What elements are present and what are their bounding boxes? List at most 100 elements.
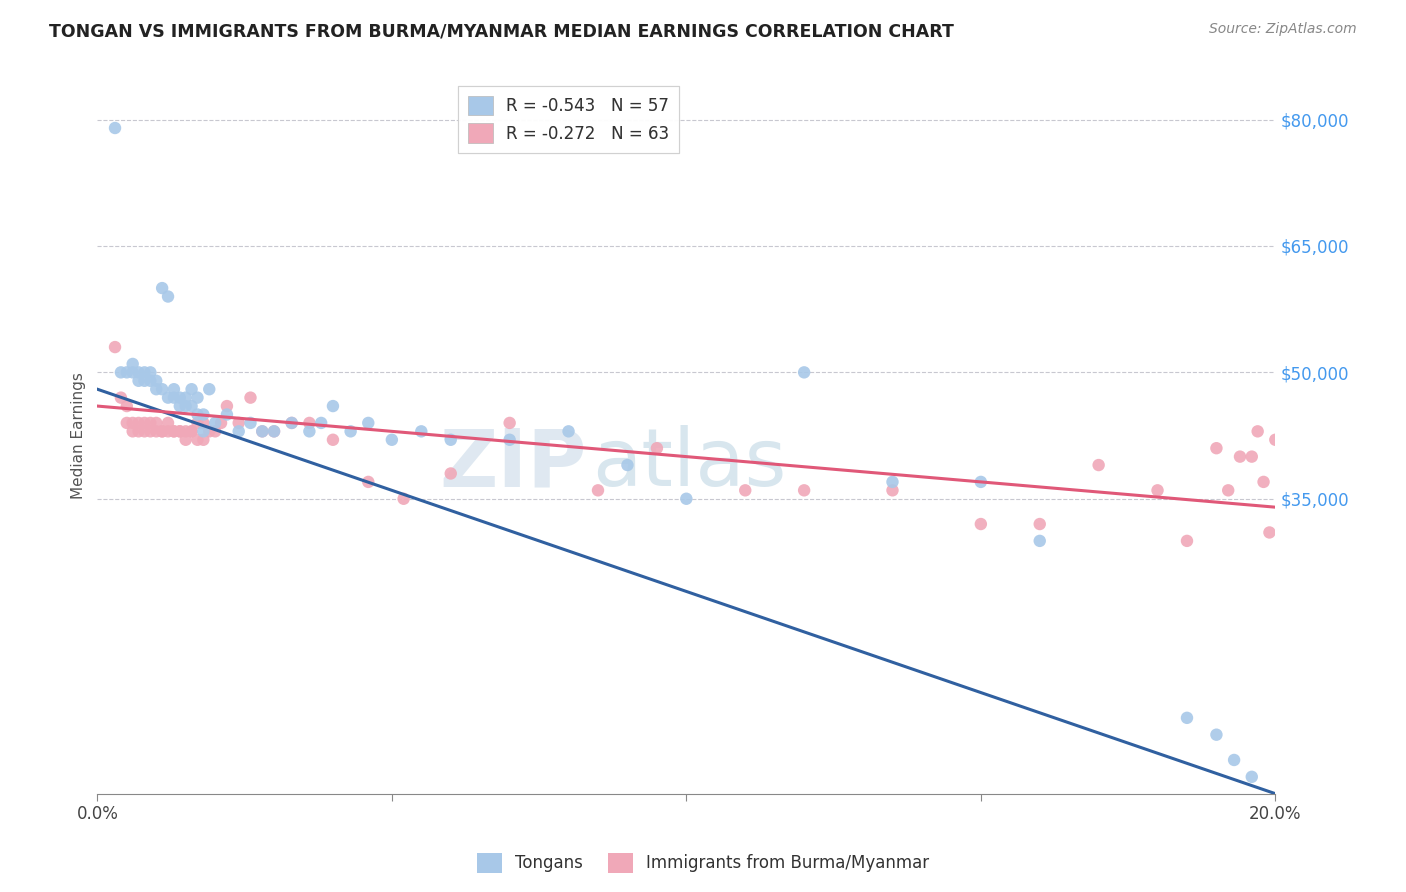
Point xyxy=(322,399,344,413)
Point xyxy=(198,382,221,396)
Text: TONGAN VS IMMIGRANTS FROM BURMA/MYANMAR MEDIAN EARNINGS CORRELATION CHART: TONGAN VS IMMIGRANTS FROM BURMA/MYANMAR … xyxy=(49,22,955,40)
Point xyxy=(228,416,250,430)
Point xyxy=(440,433,463,447)
Text: ZIP: ZIP xyxy=(439,425,586,503)
Point xyxy=(1218,483,1240,498)
Point xyxy=(215,408,238,422)
Point xyxy=(174,425,197,439)
Point xyxy=(1264,433,1286,447)
Point xyxy=(734,483,756,498)
Point xyxy=(322,433,344,447)
Point xyxy=(193,416,215,430)
Point xyxy=(145,382,167,396)
Point xyxy=(163,382,186,396)
Point xyxy=(239,416,262,430)
Point xyxy=(1240,770,1263,784)
Point xyxy=(128,365,150,379)
Point xyxy=(411,425,433,439)
Point xyxy=(163,425,186,439)
Point xyxy=(150,425,173,439)
Point xyxy=(339,425,361,439)
Point xyxy=(498,433,520,447)
Text: atlas: atlas xyxy=(592,425,786,503)
Point xyxy=(121,365,143,379)
Point xyxy=(145,416,167,430)
Point xyxy=(1258,525,1281,540)
Point xyxy=(204,425,226,439)
Point xyxy=(110,365,132,379)
Point xyxy=(1240,450,1263,464)
Point xyxy=(121,416,143,430)
Point xyxy=(121,425,143,439)
Point xyxy=(616,458,638,472)
Point xyxy=(280,416,302,430)
Point xyxy=(139,425,162,439)
Point xyxy=(157,391,180,405)
Point xyxy=(440,467,463,481)
Point xyxy=(392,491,415,506)
Legend: Tongans, Immigrants from Burma/Myanmar: Tongans, Immigrants from Burma/Myanmar xyxy=(470,847,936,880)
Point xyxy=(882,475,904,489)
Point xyxy=(174,399,197,413)
Point xyxy=(145,425,167,439)
Point xyxy=(1175,533,1198,548)
Point xyxy=(215,399,238,413)
Point xyxy=(193,425,215,439)
Point xyxy=(793,483,815,498)
Point xyxy=(1029,516,1052,531)
Point xyxy=(169,391,191,405)
Point xyxy=(252,425,274,439)
Point xyxy=(139,374,162,388)
Point xyxy=(193,408,215,422)
Point xyxy=(157,289,180,303)
Point xyxy=(169,425,191,439)
Point xyxy=(150,281,173,295)
Point xyxy=(498,416,520,430)
Point xyxy=(169,399,191,413)
Point xyxy=(139,416,162,430)
Point xyxy=(1229,450,1251,464)
Point xyxy=(186,391,208,405)
Point xyxy=(157,416,180,430)
Point xyxy=(204,416,226,430)
Point xyxy=(298,425,321,439)
Point xyxy=(174,433,197,447)
Point xyxy=(180,382,202,396)
Point xyxy=(134,374,156,388)
Point xyxy=(882,483,904,498)
Point xyxy=(128,374,150,388)
Point xyxy=(1223,753,1246,767)
Point xyxy=(198,425,221,439)
Point xyxy=(209,416,232,430)
Point xyxy=(239,391,262,405)
Point xyxy=(193,433,215,447)
Point xyxy=(186,433,208,447)
Point xyxy=(1253,475,1275,489)
Point xyxy=(180,399,202,413)
Point xyxy=(145,374,167,388)
Point xyxy=(169,425,191,439)
Point xyxy=(1029,533,1052,548)
Point xyxy=(115,416,138,430)
Point xyxy=(263,425,285,439)
Point xyxy=(357,416,380,430)
Point xyxy=(163,425,186,439)
Point xyxy=(110,391,132,405)
Point xyxy=(675,491,697,506)
Point xyxy=(970,516,993,531)
Point xyxy=(970,475,993,489)
Point xyxy=(180,425,202,439)
Point xyxy=(186,408,208,422)
Point xyxy=(645,441,668,455)
Legend: R = -0.543   N = 57, R = -0.272   N = 63: R = -0.543 N = 57, R = -0.272 N = 63 xyxy=(458,86,679,153)
Point xyxy=(1205,441,1227,455)
Point xyxy=(1146,483,1168,498)
Point xyxy=(586,483,609,498)
Point xyxy=(134,425,156,439)
Point xyxy=(793,365,815,379)
Point xyxy=(139,365,162,379)
Point xyxy=(252,425,274,439)
Point xyxy=(104,120,127,135)
Point xyxy=(134,416,156,430)
Point xyxy=(115,399,138,413)
